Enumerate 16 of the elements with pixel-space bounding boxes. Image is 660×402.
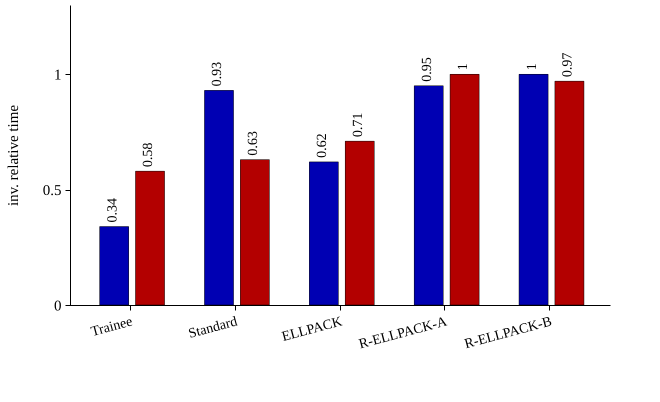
data-label: 0.58: [141, 142, 156, 168]
data-label: 1: [456, 63, 471, 70]
data-label: 0.97: [560, 52, 576, 78]
y-axis-title: inv. relative time: [6, 104, 22, 206]
data-label: 0.63: [246, 131, 262, 156]
y-tick-label: 0.5: [42, 183, 62, 200]
y-tick-label: 0: [54, 298, 62, 314]
data-label: 0.34: [105, 198, 120, 223]
data-label: 1: [524, 63, 540, 70]
x-tick-label: Standard: [187, 314, 240, 342]
data-label: 0.93: [210, 62, 226, 86]
data-label: 0.95: [420, 57, 435, 82]
x-tick-label: Trainee: [89, 314, 134, 340]
y-tick-label: 1: [54, 68, 62, 84]
data-label: 0.62: [315, 133, 330, 158]
data-label: 0.71: [350, 112, 366, 138]
